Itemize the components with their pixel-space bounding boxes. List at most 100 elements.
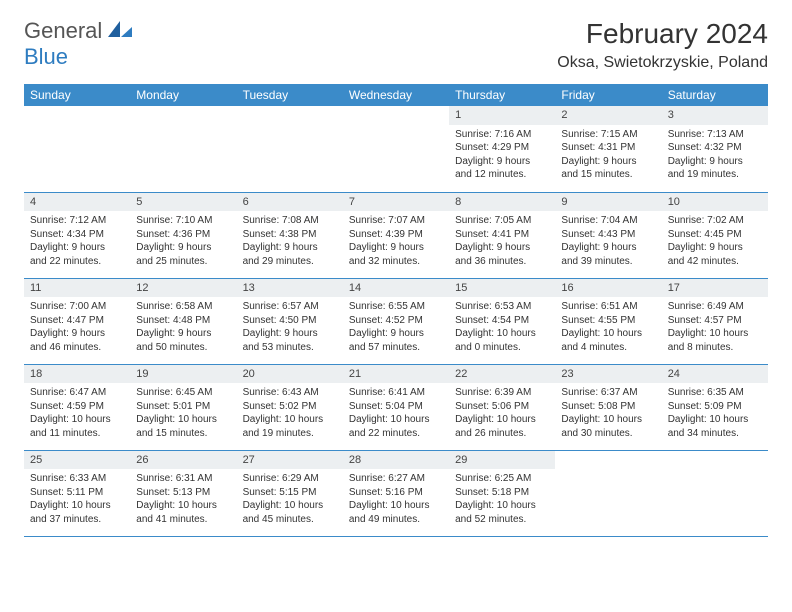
sunrise-line: Sunrise: 7:00 AM: [30, 300, 124, 314]
calendar-day-cell: [343, 106, 449, 192]
sunset-line: Sunset: 5:09 PM: [668, 400, 762, 414]
sunrise-line: Sunrise: 6:27 AM: [349, 472, 443, 486]
calendar-header-row: SundayMondayTuesdayWednesdayThursdayFrid…: [24, 84, 768, 106]
sunset-line: Sunset: 4:36 PM: [136, 228, 230, 242]
day-body: Sunrise: 6:51 AMSunset: 4:55 PMDaylight:…: [555, 297, 661, 358]
calendar-day-cell: 24Sunrise: 6:35 AMSunset: 5:09 PMDayligh…: [662, 364, 768, 450]
calendar-day-cell: 23Sunrise: 6:37 AMSunset: 5:08 PMDayligh…: [555, 364, 661, 450]
sunset-line: Sunset: 4:55 PM: [561, 314, 655, 328]
brand-sail-icon: [106, 19, 134, 44]
sunrise-line: Sunrise: 6:57 AM: [243, 300, 337, 314]
sunrise-line: Sunrise: 7:10 AM: [136, 214, 230, 228]
calendar-day-cell: 16Sunrise: 6:51 AMSunset: 4:55 PMDayligh…: [555, 278, 661, 364]
sunrise-line: Sunrise: 6:53 AM: [455, 300, 549, 314]
sunrise-line: Sunrise: 6:43 AM: [243, 386, 337, 400]
day-number: 17: [662, 279, 768, 298]
day-body: Sunrise: 6:55 AMSunset: 4:52 PMDaylight:…: [343, 297, 449, 358]
calendar-day-cell: 6Sunrise: 7:08 AMSunset: 4:38 PMDaylight…: [237, 192, 343, 278]
calendar-day-cell: 2Sunrise: 7:15 AMSunset: 4:31 PMDaylight…: [555, 106, 661, 192]
calendar-day-cell: 18Sunrise: 6:47 AMSunset: 4:59 PMDayligh…: [24, 364, 130, 450]
daylight-line: Daylight: 10 hours and 0 minutes.: [455, 327, 549, 354]
calendar-week-row: 18 Sunrise: 6:47 AMSunset: 4:59 PM Dayligh…: [24, 364, 768, 450]
day-body: Sunrise: 6:57 AMSunset: 4:50 PMDaylight:…: [237, 297, 343, 358]
calendar-day-cell: 22Sunrise: 6:39 AMSunset: 5:06 PMDayligh…: [449, 364, 555, 450]
calendar-day-cell: 8Sunrise: 7:05 AMSunset: 4:41 PMDaylight…: [449, 192, 555, 278]
sunset-line: Sunset: 5:06 PM: [455, 400, 549, 414]
day-number: 4: [24, 193, 130, 212]
sunset-line: Sunset: 4:59 PM: [30, 400, 124, 414]
sunrise-line: Sunrise: 6:29 AM: [243, 472, 337, 486]
day-number: 18: [24, 365, 130, 384]
day-body: Sunrise: 7:00 AMSunset: 4:47 PMDaylight:…: [24, 297, 130, 358]
day-number: 29: [449, 451, 555, 470]
daylight-line: Daylight: 10 hours and 8 minutes.: [668, 327, 762, 354]
day-number: 15: [449, 279, 555, 298]
calendar-day-cell: 21Sunrise: 6:41 AMSunset: 5:04 PMDayligh…: [343, 364, 449, 450]
sunset-line: Sunset: 4:52 PM: [349, 314, 443, 328]
weekday-header: Friday: [555, 84, 661, 106]
sunset-line: Sunset: 5:01 PM: [136, 400, 230, 414]
calendar-table: SundayMondayTuesdayWednesdayThursdayFrid…: [24, 84, 768, 537]
day-number: 21: [343, 365, 449, 384]
calendar-day-cell: 13Sunrise: 6:57 AMSunset: 4:50 PMDayligh…: [237, 278, 343, 364]
day-body: Sunrise: 6:45 AMSunset: 5:01 PMDaylight:…: [130, 383, 236, 444]
day-body: Sunrise: 6:58 AMSunset: 4:48 PMDaylight:…: [130, 297, 236, 358]
sunset-line: Sunset: 5:08 PM: [561, 400, 655, 414]
daylight-line: Daylight: 10 hours and 45 minutes.: [243, 499, 337, 526]
weekday-header: Saturday: [662, 84, 768, 106]
daylight-line: Daylight: 9 hours and 53 minutes.: [243, 327, 337, 354]
daylight-line: Daylight: 10 hours and 52 minutes.: [455, 499, 549, 526]
brand-logo: General: [24, 18, 136, 44]
daylight-line: Daylight: 9 hours and 50 minutes.: [136, 327, 230, 354]
day-body: Sunrise: 6:25 AMSunset: 5:18 PMDaylight:…: [449, 469, 555, 530]
sunrise-line: Sunrise: 6:37 AM: [561, 386, 655, 400]
calendar-day-cell: [24, 106, 130, 192]
calendar-day-cell: 20Sunrise: 6:43 AMSunset: 5:02 PMDayligh…: [237, 364, 343, 450]
sunset-line: Sunset: 4:29 PM: [455, 141, 549, 155]
daylight-line: Daylight: 9 hours and 22 minutes.: [30, 241, 124, 268]
day-number: 1: [449, 106, 555, 125]
day-body: Sunrise: 7:07 AMSunset: 4:39 PMDaylight:…: [343, 211, 449, 272]
weekday-header: Monday: [130, 84, 236, 106]
brand-name-2: Blue: [24, 44, 68, 69]
day-body: Sunrise: 7:02 AMSunset: 4:45 PMDaylight:…: [662, 211, 768, 272]
day-number: 13: [237, 279, 343, 298]
sunset-line: Sunset: 4:54 PM: [455, 314, 549, 328]
title-block: February 2024 Oksa, Swietokrzyskie, Pola…: [557, 18, 768, 72]
daylight-line: Daylight: 9 hours and 15 minutes.: [561, 155, 655, 182]
daylight-line: Daylight: 10 hours and 4 minutes.: [561, 327, 655, 354]
day-number: 6: [237, 193, 343, 212]
calendar-day-cell: 10Sunrise: 7:02 AMSunset: 4:45 PMDayligh…: [662, 192, 768, 278]
day-body: Sunrise: 6:33 AMSunset: 5:11 PMDaylight:…: [24, 469, 130, 530]
sunset-line: Sunset: 4:50 PM: [243, 314, 337, 328]
sunrise-line: Sunrise: 6:33 AM: [30, 472, 124, 486]
sunrise-line: Sunrise: 6:25 AM: [455, 472, 549, 486]
calendar-week-row: 4Sunrise: 7:12 AMSunset: 4:34 PMDaylight…: [24, 192, 768, 278]
day-body: Sunrise: 6:39 AMSunset: 5:06 PMDaylight:…: [449, 383, 555, 444]
day-body: Sunrise: 7:10 AMSunset: 4:36 PMDaylight:…: [130, 211, 236, 272]
sunrise-line: Sunrise: 6:55 AM: [349, 300, 443, 314]
day-number: 12: [130, 279, 236, 298]
day-number: 26: [130, 451, 236, 470]
day-body: Sunrise: 7:05 AMSunset: 4:41 PMDaylight:…: [449, 211, 555, 272]
calendar-day-cell: [237, 106, 343, 192]
sunset-line: Sunset: 4:57 PM: [668, 314, 762, 328]
sunset-line: Sunset: 5:04 PM: [349, 400, 443, 414]
day-body: Sunrise: 7:08 AMSunset: 4:38 PMDaylight:…: [237, 211, 343, 272]
sunrise-line: Sunrise: 7:08 AM: [243, 214, 337, 228]
sunrise-line: Sunrise: 6:47 AM: [30, 386, 124, 400]
daylight-line: Daylight: 10 hours and 41 minutes.: [136, 499, 230, 526]
daylight-line: Daylight: 10 hours and 49 minutes.: [349, 499, 443, 526]
sunrise-line: Sunrise: 7:13 AM: [668, 128, 762, 142]
day-number: 5: [130, 193, 236, 212]
calendar-day-cell: 29Sunrise: 6:25 AMSunset: 5:18 PMDayligh…: [449, 450, 555, 536]
calendar-day-cell: 7Sunrise: 7:07 AMSunset: 4:39 PMDaylight…: [343, 192, 449, 278]
day-body: Sunrise: 6:31 AMSunset: 5:13 PMDaylight:…: [130, 469, 236, 530]
sunset-line: Sunset: 4:43 PM: [561, 228, 655, 242]
daylight-line: Daylight: 10 hours and 34 minutes.: [668, 413, 762, 440]
day-body: Sunrise: 6:41 AMSunset: 5:04 PMDaylight:…: [343, 383, 449, 444]
daylight-line: Daylight: 10 hours and 30 minutes.: [561, 413, 655, 440]
sunrise-line: Sunrise: 6:35 AM: [668, 386, 762, 400]
sunrise-line: Sunrise: 7:02 AM: [668, 214, 762, 228]
calendar-week-row: 25Sunrise: 6:33 AMSunset: 5:11 PMDayligh…: [24, 450, 768, 536]
